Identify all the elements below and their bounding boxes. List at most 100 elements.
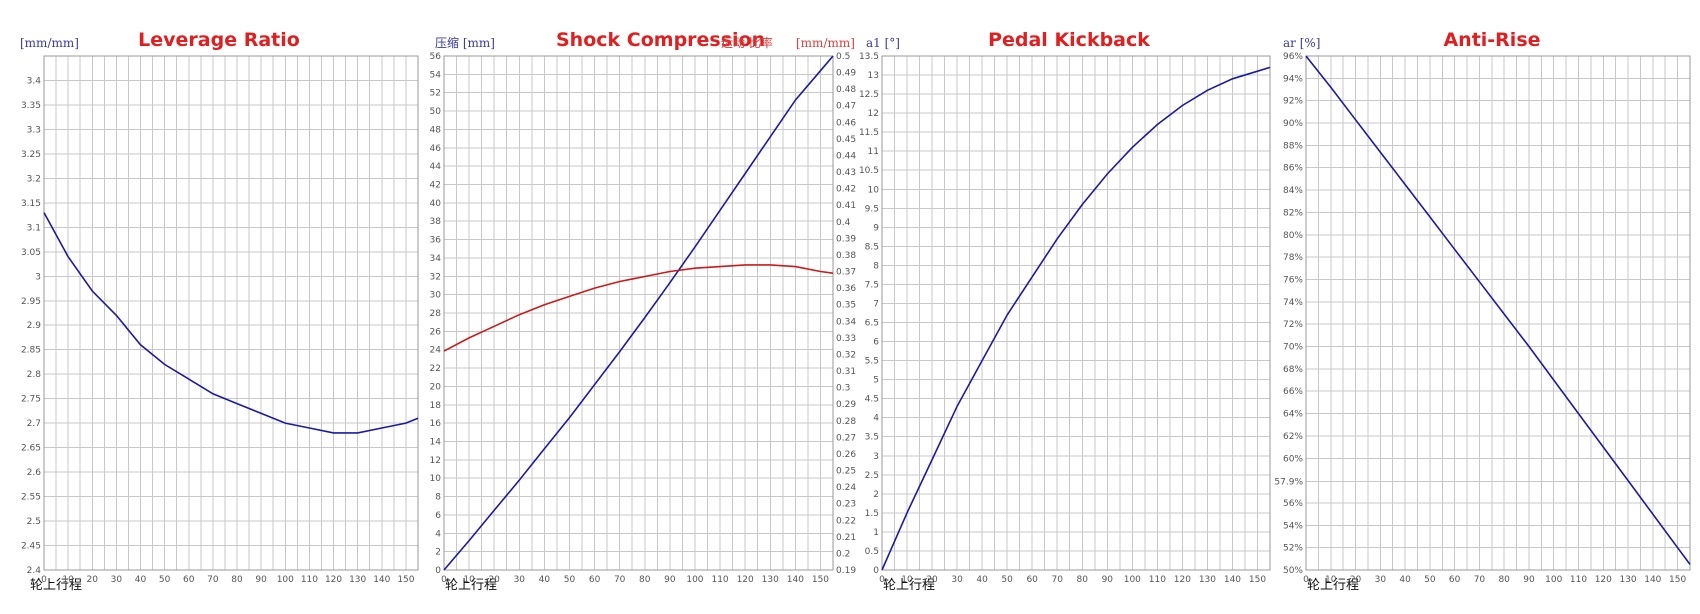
shock-y-tick-label: 6 (435, 511, 441, 521)
leverage-plot-frame (43, 55, 419, 571)
shock-y2-tick-label: 0.43 (836, 168, 856, 178)
shock-y2-tick-label: 0.5 (836, 52, 850, 62)
leverage-x-tick-label: 90 (255, 575, 267, 585)
kickback-x-tick-label: 80 (1077, 575, 1089, 585)
leverage-y-tick-label: 2.85 (21, 346, 41, 356)
kickback-x-tick-label: 0 (879, 575, 885, 585)
leverage-y-tick-label: 2.45 (21, 542, 41, 552)
shock-y2-tick-label: 0.31 (836, 367, 856, 377)
antirise-x-tick-label: 20 (1350, 575, 1362, 585)
antirise-y-tick-label: 54% (1283, 521, 1303, 531)
shock-y-tick-label: 28 (430, 309, 442, 319)
shock-y-tick-label: 4 (435, 529, 441, 539)
antirise-x-tick-label: 120 (1595, 575, 1612, 585)
leverage-series-line-1 (43, 212, 419, 434)
antirise-plot-frame (1305, 55, 1691, 571)
kickback-y-tick-label: 13 (868, 71, 879, 81)
antirise-x-tick-label: 90 (1523, 575, 1535, 585)
shock-x-tick-label: 60 (589, 575, 601, 585)
shock-x-tick-label: 40 (539, 575, 551, 585)
shock-y2-tick-label: 0.42 (836, 185, 856, 195)
antirise-y-tick-label: 96% (1283, 52, 1303, 62)
shock-y-tick-label: 44 (430, 162, 442, 172)
leverage-grid (43, 56, 419, 571)
leverage-y-tick-label: 3.3 (27, 125, 41, 135)
leverage-x-tick-label: 10 (62, 575, 74, 585)
leverage-y-tick-label: 2.9 (27, 321, 42, 331)
kickback-x-tick-label: 40 (976, 575, 988, 585)
shock-y-tick-label: 10 (430, 474, 442, 484)
kickback-x-tick-label: 30 (951, 575, 963, 585)
shock-y-tick-label: 16 (430, 419, 442, 429)
shock-y-tick-label: 54 (430, 70, 442, 80)
antirise-grid (1305, 55, 1691, 571)
anti-rise-panel: ar [%] Anti-Rise 轮上行程 0 10 20 30 40 50 60 70 80 9… (1274, 29, 1691, 593)
shock-x-tick-label: 30 (514, 575, 526, 585)
antirise-x-tick-label: 0 (1303, 575, 1309, 585)
shock-y-tick-label: 52 (430, 89, 441, 99)
antirise-y-tick-label: 76% (1283, 275, 1303, 285)
antirise-y-tick-label: 90% (1283, 119, 1303, 129)
shock-y-tick-label: 42 (430, 181, 441, 191)
shock-x-tick-label: 10 (463, 575, 475, 585)
shock-x-tick-label: 0 (441, 575, 447, 585)
kickback-x-tick-label: 50 (1001, 575, 1013, 585)
antirise-y-tick-label: 57.9% (1274, 478, 1303, 488)
leverage-x-tick-label: 50 (159, 575, 171, 585)
antirise-y-tick-label: 94% (1283, 74, 1303, 84)
shock-x-tick-label: 100 (686, 575, 703, 585)
kickback-x-tick-label: 70 (1051, 575, 1063, 585)
shock-y2-tick-label: 0.41 (836, 201, 856, 211)
kickback-y-tick-label: 2 (873, 490, 879, 500)
shock-xlabel: 轮上行程 (445, 578, 497, 593)
kickback-x-tick-label: 10 (901, 575, 913, 585)
shock-y-tick-label: 30 (430, 291, 442, 301)
kickback-y-tick-label: 1 (873, 528, 879, 538)
leverage-y-tick-label: 3 (35, 272, 41, 282)
antirise-x-tick-label: 140 (1644, 575, 1661, 585)
shock-y2-tick-label: 0.36 (836, 284, 856, 294)
shock-series-line-2 (443, 264, 834, 352)
shock-x-tick-label: 20 (488, 575, 500, 585)
antirise-x-tick-label: 60 (1449, 575, 1461, 585)
shock-y2-tick-label: 0.37 (836, 268, 856, 278)
leverage-x-tick-label: 120 (325, 575, 342, 585)
antirise-xlabel: 轮上行程 (1307, 578, 1359, 593)
shock-y2-tick-label: 0.45 (836, 135, 856, 145)
shock-ylabel: 压缩 [mm] (435, 35, 495, 50)
shock-y-tick-label: 20 (430, 382, 442, 392)
leverage-y-tick-label: 2.7 (27, 419, 41, 429)
antirise-x-tick-label: 110 (1570, 575, 1587, 585)
kickback-x-tick-label: 120 (1174, 575, 1191, 585)
shock-y-tick-label: 34 (430, 254, 442, 264)
leverage-x-tick-label: 130 (349, 575, 366, 585)
antirise-ylabel: ar [%] (1283, 36, 1320, 50)
shock-y-tick-label: 56 (430, 52, 442, 62)
shock-y2-tick-label: 0.4 (836, 218, 851, 228)
shock-y2-tick-label: 0.39 (836, 234, 856, 244)
shock-y-tick-label: 40 (430, 199, 442, 209)
antirise-y-tick-label: 60% (1283, 454, 1303, 464)
leverage-y-tick-label: 2.95 (21, 297, 41, 307)
kickback-y-tick-label: 7.5 (865, 280, 879, 290)
shock-y-tick-label: 18 (430, 401, 442, 411)
shock-series-line-1 (443, 55, 834, 571)
leverage-y-tick-label: 2.55 (21, 493, 41, 503)
leverage-x-tick-label: 80 (231, 575, 243, 585)
leverage-xlabel: 轮上行程 (30, 578, 82, 593)
kickback-x-tick-label: 130 (1199, 575, 1216, 585)
shock-y-tick-label: 26 (430, 327, 442, 337)
shock-y-tick-label: 2 (435, 548, 441, 558)
kickback-x-tick-label: 20 (926, 575, 938, 585)
leverage-x-tick-label: 60 (183, 575, 195, 585)
antirise-x-tick-label: 150 (1669, 575, 1686, 585)
shock-y-tick-label: 32 (430, 272, 441, 282)
kickback-x-tick-label: 100 (1124, 575, 1141, 585)
antirise-x-tick-label: 100 (1545, 575, 1562, 585)
shock-y2-tick-label: 0.46 (836, 118, 856, 128)
antirise-x-tick-label: 30 (1375, 575, 1387, 585)
leverage-y-tick-label: 3.4 (27, 76, 42, 86)
shock-x-tick-label: 140 (787, 575, 804, 585)
shock-y2-tick-label: 0.28 (836, 417, 856, 427)
shock-x-tick-label: 110 (711, 575, 728, 585)
